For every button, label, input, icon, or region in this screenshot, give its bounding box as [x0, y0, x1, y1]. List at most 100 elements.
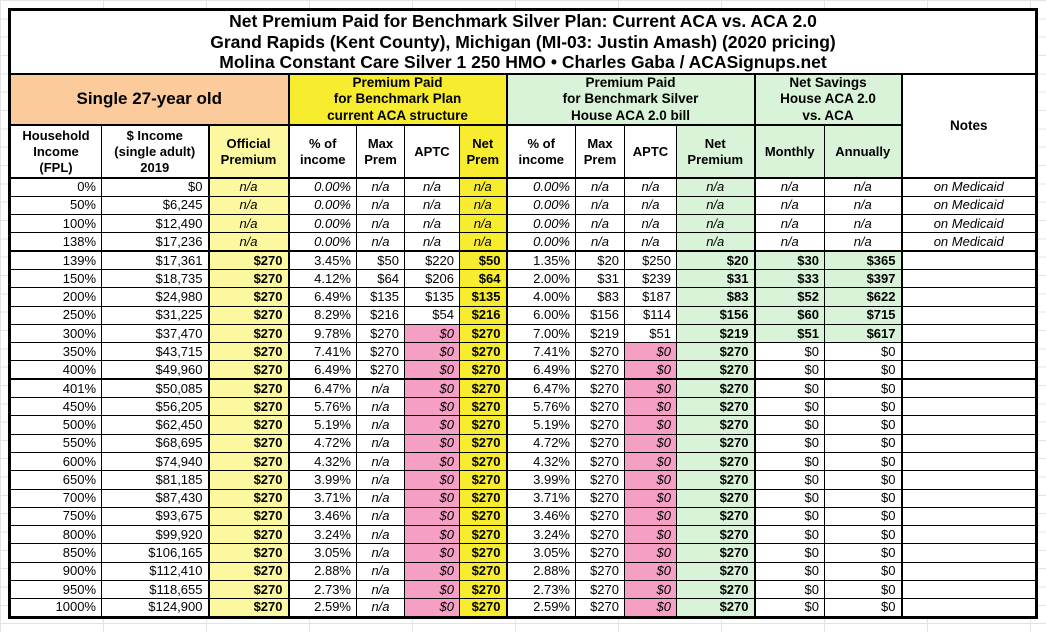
cell-house-aptc: $0	[624, 342, 677, 362]
table-row: 1000% $124,900 $270 2.59% n/a $0 $270 2.59% $270…	[9, 598, 1037, 618]
cell-savings-monthly: $0	[753, 378, 825, 399]
cell-aca-net-prem: $270	[459, 433, 507, 453]
cell-house-aptc: $0	[624, 415, 677, 435]
cell-aca-max-prem: n/a	[356, 506, 405, 527]
cell-aca-max-prem: $270	[356, 360, 405, 381]
cell-aca-net-prem: $270	[459, 543, 507, 563]
cell-notes: on Medicaid	[900, 195, 1037, 216]
cell-official-premium: $270	[207, 506, 289, 527]
cell-official-premium: $270	[207, 433, 289, 453]
cell-aca-net-prem: $270	[459, 580, 507, 600]
cell-aca-max-prem: $50	[356, 250, 405, 270]
cell-income: $112,410	[101, 561, 209, 582]
cell-aca-aptc: n/a	[404, 177, 460, 197]
cell-fpl: 200%	[9, 287, 102, 307]
cell-aca-pct-of-income: 3.45%	[287, 250, 357, 270]
cell-notes: on Medicaid	[900, 177, 1037, 197]
cell-aca-max-prem: n/a	[356, 214, 405, 234]
table-row: 600% $74,940 $270 4.32% n/a $0 $270 4.32% $270 $0…	[9, 451, 1037, 472]
table-row: 50% $6,245 n/a 0.00% n/a n/a n/a 0.00% n/a n/a n/a…	[9, 195, 1037, 216]
group-header-net-savings: Net Savings House ACA 2.0 vs. ACA	[753, 73, 902, 126]
column-header-official-premium: Official Premium	[207, 124, 289, 179]
cell-house-pct-of-income: 6.49%	[505, 360, 576, 381]
cell-aca-pct-of-income: 8.29%	[287, 305, 357, 325]
cell-house-aptc: $0	[624, 433, 677, 453]
cell-aca-pct-of-income: 4.32%	[287, 451, 357, 472]
cell-notes	[900, 360, 1037, 381]
cell-aca-max-prem: n/a	[356, 543, 405, 563]
cell-aca-max-prem: n/a	[356, 580, 405, 600]
cell-house-net-premium: $270	[676, 598, 755, 618]
cell-aca-aptc: $220	[404, 250, 460, 270]
cell-savings-monthly: $0	[753, 580, 825, 600]
cell-notes	[900, 305, 1037, 325]
cell-house-pct-of-income: 4.32%	[505, 451, 576, 472]
table-row: 139% $17,361 $270 3.45% $50 $220 $50 1.35% $20 $2…	[9, 250, 1037, 270]
cell-house-net-premium: n/a	[676, 232, 755, 253]
cell-savings-monthly: $0	[753, 342, 825, 362]
cell-aca-pct-of-income: 3.24%	[287, 525, 357, 545]
cell-house-max-prem: $270	[575, 415, 625, 435]
cell-house-net-premium: $270	[676, 378, 755, 399]
cell-aca-pct-of-income: 4.72%	[287, 433, 357, 453]
cell-house-net-premium: $20	[676, 250, 755, 270]
cell-fpl: 900%	[9, 561, 102, 582]
cell-notes	[900, 525, 1037, 545]
cell-house-max-prem: $31	[575, 268, 625, 289]
cell-house-max-prem: $270	[575, 470, 625, 490]
cell-fpl: 0%	[9, 177, 102, 197]
cell-aca-aptc: $0	[404, 598, 460, 618]
cell-savings-annually: n/a	[824, 214, 902, 234]
cell-house-pct-of-income: 0.00%	[505, 214, 576, 234]
cell-house-aptc: $0	[624, 598, 677, 618]
cell-savings-monthly: $52	[753, 287, 825, 307]
premium-comparison-table: Net Premium Paid for Benchmark Silver Pl…	[8, 8, 1038, 619]
cell-savings-annually: $0	[824, 543, 902, 563]
cell-house-pct-of-income: 0.00%	[505, 177, 576, 197]
cell-notes	[900, 580, 1037, 600]
cell-aca-pct-of-income: 0.00%	[287, 232, 357, 253]
cell-aca-max-prem: $270	[356, 342, 405, 362]
cell-house-aptc: $250	[624, 250, 677, 270]
cell-house-pct-of-income: 4.72%	[505, 433, 576, 453]
cell-aca-net-prem: $270	[459, 342, 507, 362]
cell-aca-aptc: $0	[404, 561, 460, 582]
cell-aca-aptc: $0	[404, 488, 460, 508]
cell-aca-net-prem: n/a	[459, 214, 507, 234]
cell-savings-monthly: n/a	[753, 177, 825, 197]
cell-fpl: 500%	[9, 415, 102, 435]
cell-fpl: 150%	[9, 268, 102, 289]
cell-fpl: 600%	[9, 451, 102, 472]
cell-aca-aptc: $0	[404, 323, 460, 344]
cell-house-net-premium: n/a	[676, 195, 755, 216]
cell-house-net-premium: $270	[676, 451, 755, 472]
cell-fpl: 450%	[9, 397, 102, 417]
cell-notes	[900, 433, 1037, 453]
cell-aca-net-prem: $270	[459, 397, 507, 417]
cell-house-pct-of-income: 7.00%	[505, 323, 576, 344]
cell-savings-monthly: $33	[753, 268, 825, 289]
cell-savings-annually: $0	[824, 378, 902, 399]
cell-house-aptc: n/a	[624, 177, 677, 197]
cell-savings-monthly: $0	[753, 433, 825, 453]
cell-aca-pct-of-income: 5.76%	[287, 397, 357, 417]
cell-savings-monthly: $0	[753, 598, 825, 618]
cell-aca-aptc: $0	[404, 433, 460, 453]
cell-fpl: 401%	[9, 378, 102, 399]
cell-notes: on Medicaid	[900, 232, 1037, 253]
cell-house-net-premium: $31	[676, 268, 755, 289]
cell-notes	[900, 268, 1037, 289]
cell-aca-aptc: $0	[404, 506, 460, 527]
cell-aca-pct-of-income: 9.78%	[287, 323, 357, 344]
cell-aca-aptc: $0	[404, 397, 460, 417]
cell-aca-aptc: n/a	[404, 195, 460, 216]
group-header-single-27-year-old: Single 27-year old	[9, 73, 289, 126]
column-header-aca-pct-of-income: % of income	[287, 124, 357, 179]
cell-house-max-prem: $270	[575, 561, 625, 582]
table-row: 700% $87,430 $270 3.71% n/a $0 $270 3.71% $270 $0…	[9, 488, 1037, 508]
cell-house-aptc: $0	[624, 506, 677, 527]
cell-house-net-premium: $270	[676, 433, 755, 453]
cell-house-pct-of-income: 2.00%	[505, 268, 576, 289]
cell-fpl: 50%	[9, 195, 102, 216]
cell-savings-monthly: $0	[753, 525, 825, 545]
